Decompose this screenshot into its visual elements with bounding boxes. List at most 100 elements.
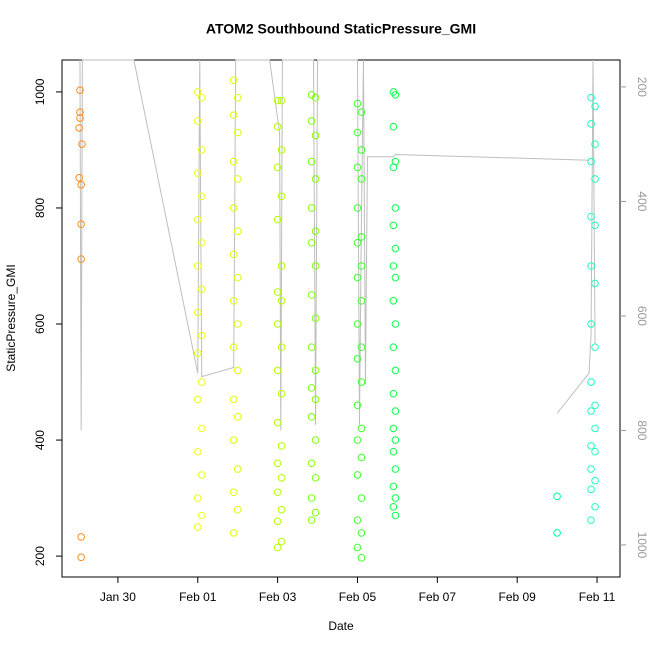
point xyxy=(391,320,400,328)
point xyxy=(353,355,362,363)
point xyxy=(553,492,561,501)
point xyxy=(277,96,286,105)
point xyxy=(77,180,85,189)
point xyxy=(353,516,362,524)
point xyxy=(273,320,282,328)
point xyxy=(587,262,595,270)
point xyxy=(77,220,85,229)
point xyxy=(591,502,599,511)
point xyxy=(277,146,286,154)
point xyxy=(591,102,599,111)
point xyxy=(277,297,286,305)
point xyxy=(229,343,238,352)
point xyxy=(193,395,202,404)
point xyxy=(591,140,599,148)
point xyxy=(273,418,282,427)
point xyxy=(591,401,599,410)
point xyxy=(389,482,398,491)
point xyxy=(311,93,320,102)
point xyxy=(76,108,84,117)
y-tick-label: 200 xyxy=(33,546,47,566)
x-tick-label: Feb 09 xyxy=(499,590,537,604)
point xyxy=(193,88,202,96)
point xyxy=(591,343,599,352)
point xyxy=(353,99,362,108)
point xyxy=(277,389,286,398)
point xyxy=(78,140,86,148)
point xyxy=(277,192,286,201)
point xyxy=(311,436,320,444)
point xyxy=(391,244,400,253)
point xyxy=(357,343,366,352)
point xyxy=(389,389,398,398)
point xyxy=(76,114,84,122)
point xyxy=(273,288,282,296)
point xyxy=(353,401,362,410)
point xyxy=(389,163,398,172)
x-tick-label: Feb 05 xyxy=(339,590,377,604)
point xyxy=(229,297,238,305)
x-tick-label: Feb 11 xyxy=(579,590,616,604)
point xyxy=(307,494,316,502)
x-tick-label: Feb 01 xyxy=(179,590,217,604)
point xyxy=(357,297,366,305)
point xyxy=(229,436,238,444)
point xyxy=(389,343,398,352)
point xyxy=(311,508,320,517)
point xyxy=(591,424,599,433)
point xyxy=(273,488,282,497)
point xyxy=(391,465,400,473)
point xyxy=(357,175,366,183)
point xyxy=(357,453,366,462)
point xyxy=(197,471,206,479)
point xyxy=(76,86,84,94)
point xyxy=(197,378,206,386)
point xyxy=(197,331,206,340)
point xyxy=(193,117,202,125)
trajectory-line xyxy=(79,59,596,431)
y-tick-label: 600 xyxy=(33,314,47,334)
point xyxy=(193,447,202,456)
point xyxy=(77,255,85,263)
point xyxy=(591,221,599,230)
point xyxy=(391,91,400,99)
point xyxy=(273,215,282,224)
point xyxy=(357,262,366,270)
point xyxy=(353,238,362,247)
point xyxy=(197,192,206,201)
point xyxy=(587,516,595,524)
point xyxy=(311,314,320,323)
y2-tick-label: 800 xyxy=(635,420,649,440)
point xyxy=(273,366,282,375)
x-tick-label: Feb 03 xyxy=(259,590,297,604)
plot-frame xyxy=(61,59,621,578)
point xyxy=(273,163,282,172)
point xyxy=(357,146,366,154)
point xyxy=(233,273,242,282)
point xyxy=(229,529,238,537)
point xyxy=(353,471,362,479)
point xyxy=(307,343,316,352)
point xyxy=(233,227,242,235)
point xyxy=(197,93,206,102)
point xyxy=(229,395,238,404)
x-tick-label: Jan 30 xyxy=(100,590,136,604)
point xyxy=(75,173,83,182)
point xyxy=(353,320,362,328)
point xyxy=(587,320,595,328)
point xyxy=(193,215,202,224)
point xyxy=(311,473,320,482)
point xyxy=(591,476,599,485)
y-tick-label: 800 xyxy=(33,198,47,218)
x-axis-label: Date xyxy=(328,619,354,633)
point xyxy=(591,447,599,456)
point xyxy=(353,436,362,444)
point xyxy=(233,93,242,102)
point xyxy=(311,262,320,270)
point xyxy=(591,279,599,288)
point xyxy=(229,204,238,212)
point xyxy=(277,537,286,546)
point xyxy=(357,378,366,386)
point xyxy=(307,117,316,125)
